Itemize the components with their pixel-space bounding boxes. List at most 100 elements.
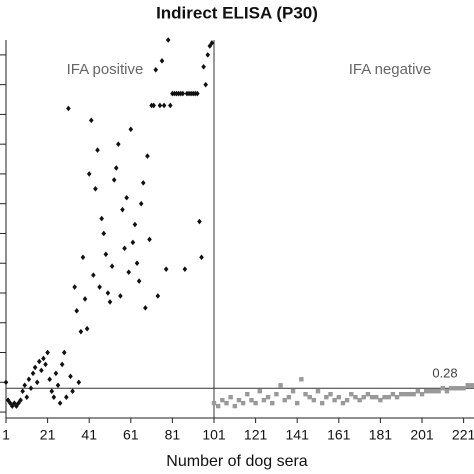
- data-point: [201, 63, 206, 70]
- data-point: [411, 391, 416, 397]
- data-point: [220, 397, 225, 403]
- data-point: [99, 215, 104, 222]
- data-point: [153, 66, 159, 73]
- data-point: [253, 400, 258, 406]
- data-point: [436, 389, 441, 394]
- data-point: [457, 386, 462, 391]
- chart-title: Indirect ELISA (P30): [156, 3, 318, 22]
- data-point: [344, 397, 350, 403]
- data-point: [157, 102, 163, 109]
- data-point: [228, 394, 233, 400]
- data-point: [240, 400, 246, 406]
- data-point: [394, 394, 400, 400]
- data-point: [461, 386, 466, 391]
- data-point: [105, 290, 111, 296]
- data-point: [9, 403, 15, 409]
- data-point: [399, 391, 404, 397]
- data-point: [78, 328, 84, 335]
- data-point: [74, 308, 80, 314]
- data-point: [55, 382, 61, 389]
- data-point: [215, 403, 221, 409]
- data-point: [103, 251, 109, 258]
- data-point: [122, 245, 127, 252]
- data-point: [45, 349, 50, 356]
- data-point: [88, 117, 94, 124]
- data-point: [315, 389, 321, 394]
- data-point: [295, 400, 300, 406]
- data-point: [7, 400, 13, 406]
- data-point: [53, 370, 59, 377]
- data-point: [340, 400, 346, 406]
- data-point: [116, 141, 121, 147]
- x-tick-label: 41: [81, 427, 97, 443]
- data-point: [3, 379, 9, 386]
- data-point: [319, 400, 325, 406]
- data-point: [374, 394, 379, 400]
- data-point: [203, 81, 208, 88]
- data-point: [111, 177, 117, 183]
- data-point: [147, 236, 152, 243]
- x-tick-label: 181: [369, 427, 393, 443]
- data-point: [64, 394, 69, 400]
- data-point: [39, 367, 44, 374]
- data-point: [76, 379, 82, 386]
- data-point: [199, 254, 204, 261]
- x-tick-label: 21: [40, 427, 56, 443]
- data-point: [16, 400, 21, 406]
- threshold-label: 0.28: [432, 366, 457, 381]
- data-point: [415, 389, 421, 394]
- x-tick-label: 221: [452, 427, 474, 443]
- data-point: [59, 361, 65, 368]
- x-axis-title: Number of dog sera: [166, 453, 308, 470]
- data-point: [209, 40, 215, 46]
- group-label: IFA negative: [349, 61, 432, 78]
- data-point: [419, 391, 425, 397]
- data-point: [286, 394, 292, 400]
- data-point: [91, 272, 96, 278]
- data-point: [32, 364, 38, 371]
- data-point: [161, 102, 167, 109]
- data-point: [41, 355, 46, 362]
- data-point: [428, 389, 433, 394]
- data-point: [132, 221, 138, 228]
- data-point: [261, 397, 267, 403]
- data-point: [66, 105, 71, 112]
- data-point: [5, 397, 11, 403]
- data-point: [130, 239, 136, 246]
- data-point: [136, 278, 142, 284]
- data-point: [448, 386, 454, 391]
- data-point: [34, 379, 40, 386]
- data-point: [101, 230, 107, 237]
- data-point: [61, 349, 67, 356]
- data-point: [155, 293, 161, 299]
- x-tick-label: 161: [327, 427, 351, 443]
- x-tick-label: 201: [410, 427, 434, 443]
- data-point: [336, 394, 341, 400]
- x-tick-label: 1: [2, 427, 10, 443]
- data-point: [28, 385, 34, 392]
- data-point: [324, 394, 329, 400]
- data-point: [24, 394, 30, 400]
- data-point: [20, 388, 25, 395]
- data-point: [12, 400, 17, 406]
- data-point: [390, 391, 396, 397]
- data-point: [95, 147, 100, 153]
- data-point: [224, 400, 229, 406]
- data-point: [274, 391, 279, 397]
- data-point: [22, 382, 28, 389]
- data-point: [143, 305, 148, 311]
- data-point: [18, 397, 23, 403]
- data-point: [265, 394, 271, 400]
- data-point: [465, 383, 470, 388]
- data-point: [197, 218, 202, 225]
- data-point: [113, 165, 119, 171]
- data-point: [423, 389, 429, 394]
- data-point: [151, 102, 156, 109]
- data-point: [432, 389, 437, 394]
- data-point: [14, 403, 19, 409]
- data-point: [365, 391, 371, 397]
- data-point: [168, 102, 173, 109]
- data-point: [444, 389, 450, 394]
